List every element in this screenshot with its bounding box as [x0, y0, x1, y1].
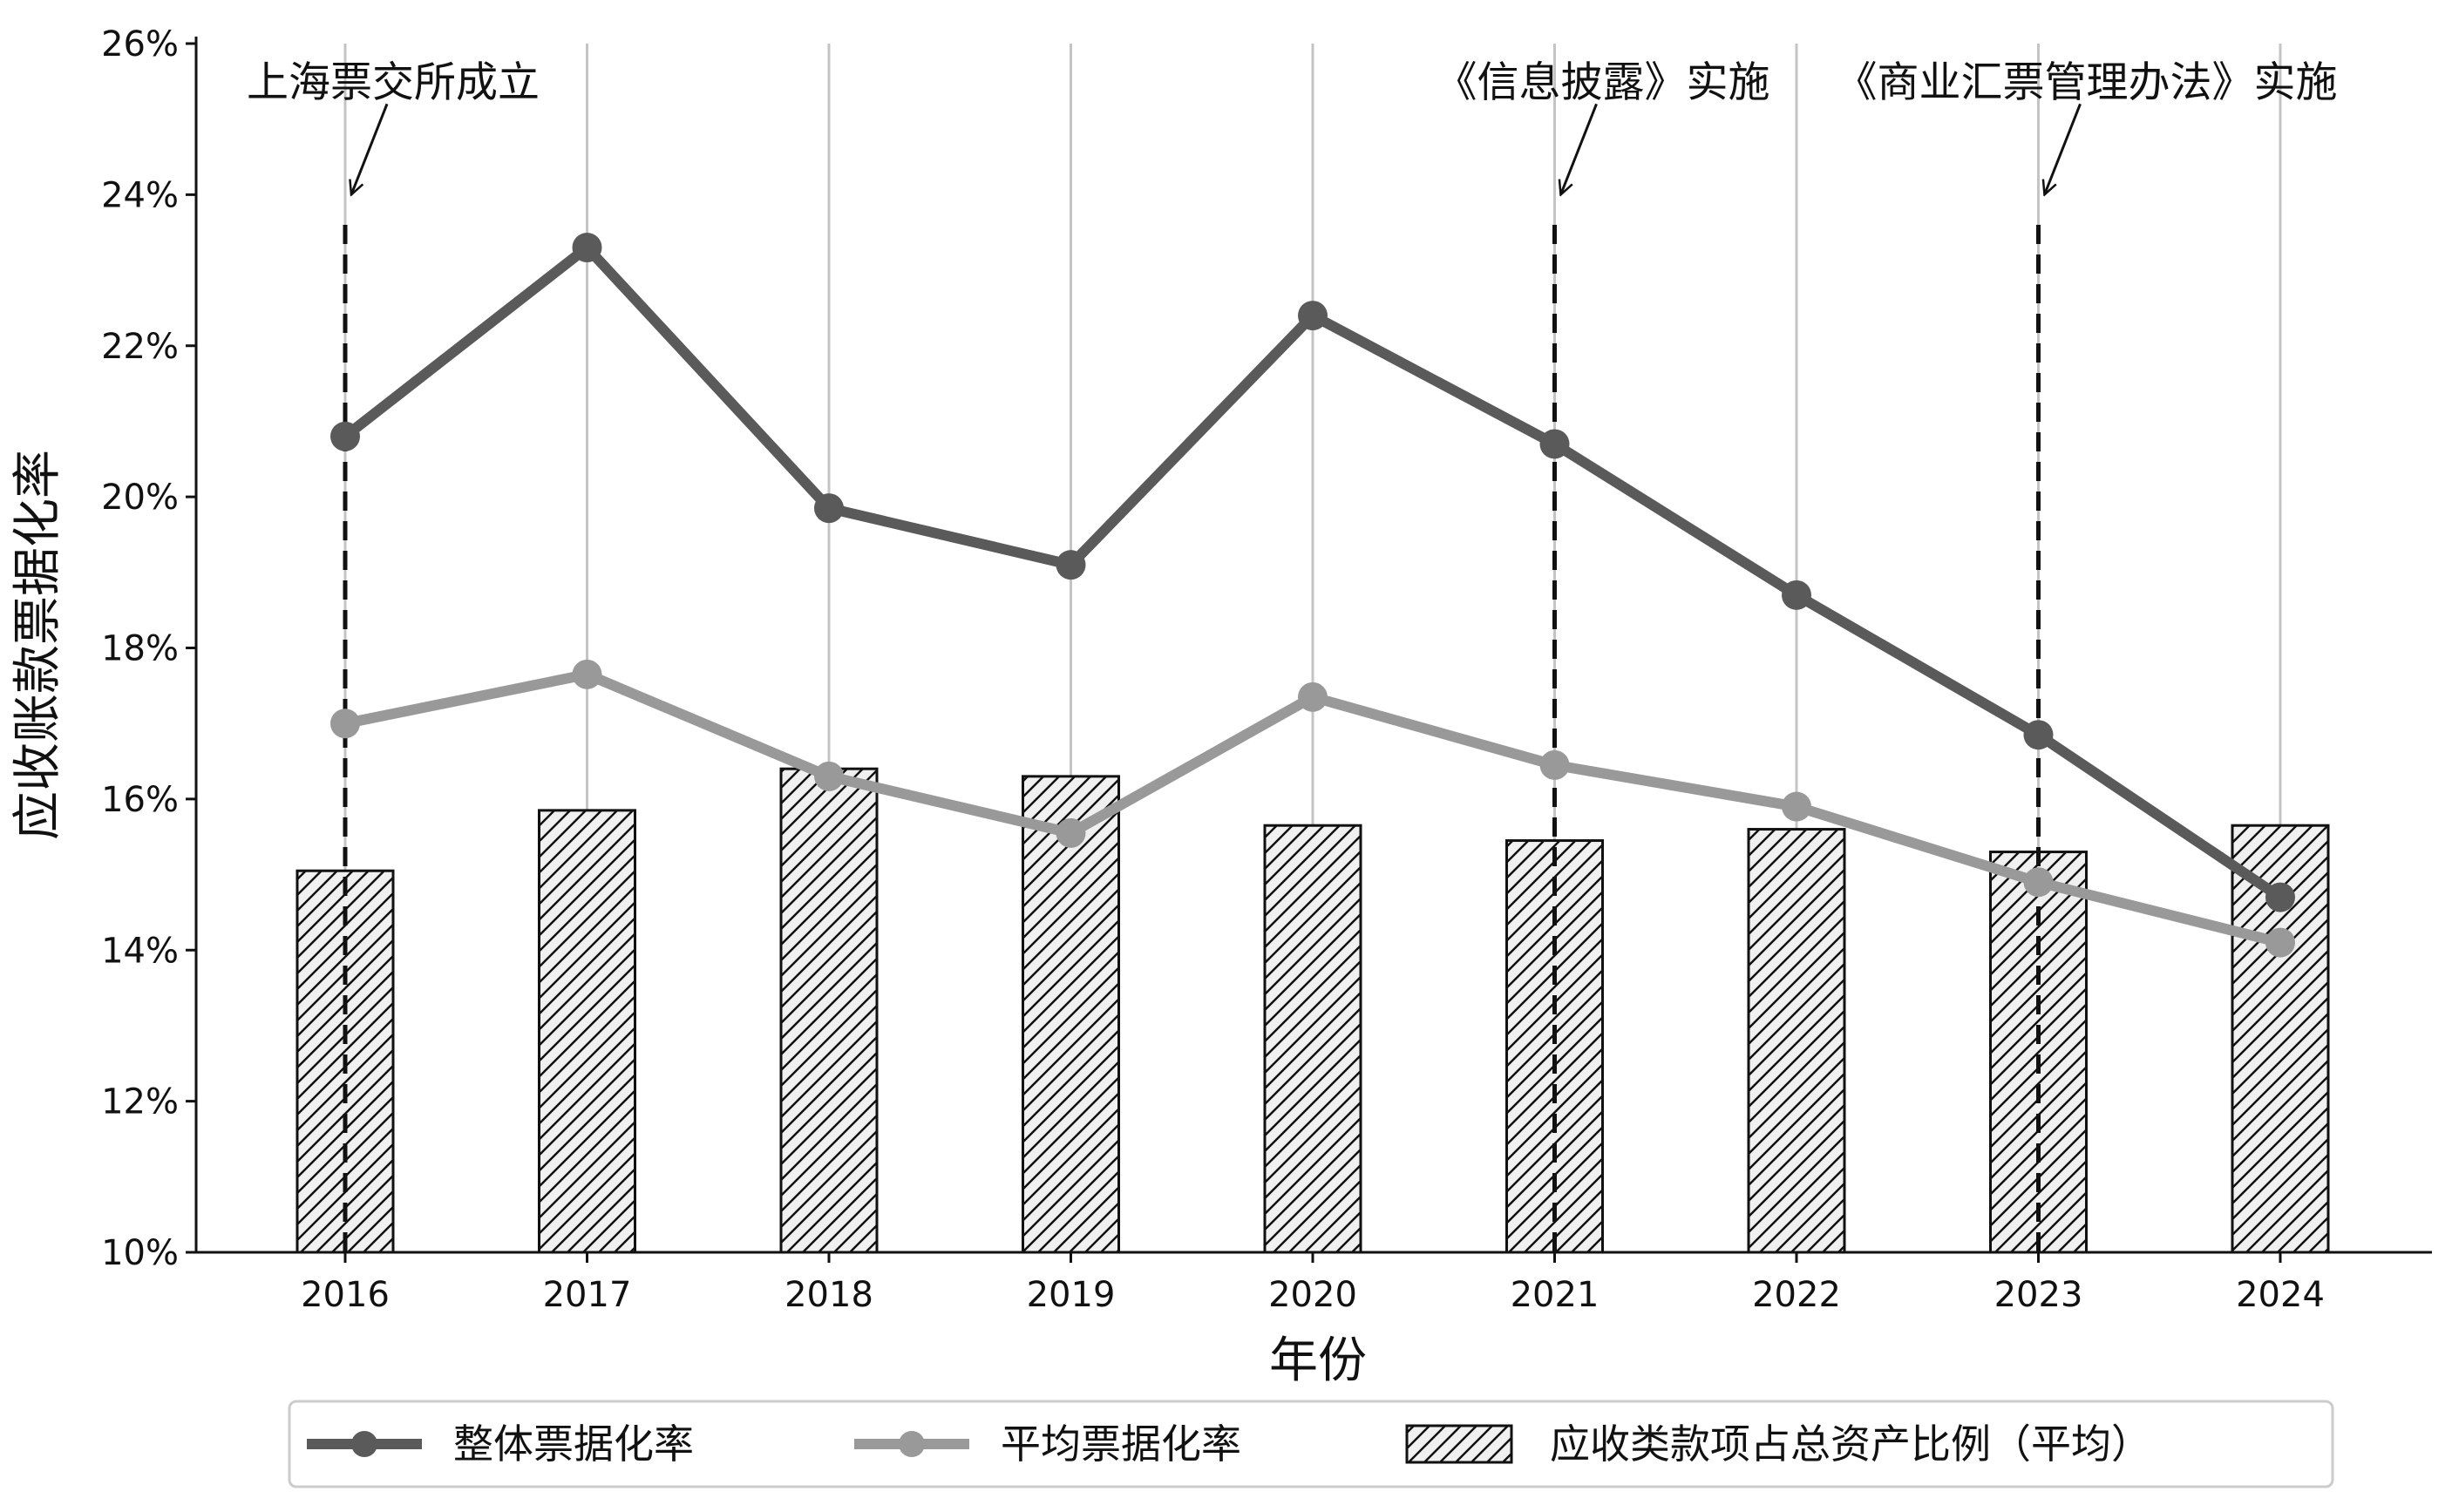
data-point [814, 761, 844, 791]
data-point [1056, 817, 1086, 848]
data-point [2023, 720, 2054, 750]
y-tick-label: 22% [101, 327, 179, 367]
x-tick-label: 2017 [543, 1275, 632, 1315]
data-point [1298, 301, 1328, 331]
bar [1263, 824, 1362, 1254]
axes: 10% 12% 14% 16% 18% 20% 22% 24% 26% 2016 2017 2018 2… [101, 24, 2432, 1315]
legend-marker-overall [351, 1431, 377, 1457]
legend-label-overall: 整体票据化率 [453, 1420, 694, 1468]
data-point [2023, 867, 2054, 898]
x-axis-title: 年份 [1269, 1332, 1367, 1389]
x-tick-label: 2022 [1752, 1275, 1841, 1315]
bar [538, 809, 636, 1254]
data-point [1782, 580, 1811, 610]
data-point [330, 709, 360, 739]
y-tick-label: 24% [101, 175, 179, 215]
series-lines [330, 233, 2295, 958]
data-point [1539, 429, 1570, 459]
annotations: 上海票交所成立 《信息披露》实施 《商业汇票管理办法》实施 [247, 58, 2338, 195]
y-tick-label: 26% [101, 24, 179, 64]
y-tick-label: 18% [101, 629, 179, 669]
y-tick-label: 14% [101, 931, 179, 971]
y-axis-title: 应收账款票据化率 [10, 450, 66, 840]
bar [1747, 828, 1846, 1254]
x-tick-label: 2020 [1268, 1275, 1357, 1315]
annotation-arrow [2045, 103, 2082, 194]
data-point [2265, 882, 2295, 912]
y-tick-label: 16% [101, 780, 179, 820]
legend-swatch-bars [1405, 1424, 1513, 1464]
bars [295, 767, 2330, 1254]
x-tick-label: 2016 [301, 1275, 390, 1315]
data-point [2265, 927, 2295, 958]
annotation-text: 《商业汇票管理办法》实施 [1835, 58, 2337, 107]
y-tick-label: 12% [101, 1082, 179, 1122]
data-point [572, 659, 602, 689]
annotation-arrow [351, 103, 389, 194]
x-tick-label: 2024 [2236, 1275, 2325, 1315]
annotation-text: 《信息披露》实施 [1435, 58, 1769, 107]
legend: 整体票据化率 平均票据化率 应收类款项占总资产比例（平均） [288, 1400, 2334, 1488]
x-tick-label: 2019 [1027, 1275, 1116, 1315]
x-tick-label: 2021 [1511, 1275, 1600, 1315]
annotation-arrow [1561, 103, 1598, 194]
y-tick-label: 20% [101, 478, 179, 518]
data-point [1539, 749, 1570, 780]
legend-label-bars: 应收类款项占总资产比例（平均） [1550, 1420, 2151, 1468]
data-point [572, 233, 602, 263]
data-point [814, 493, 844, 524]
legend-label-average: 平均票据化率 [1001, 1420, 1241, 1468]
y-tick-label: 10% [101, 1233, 179, 1273]
annotation-text: 上海票交所成立 [247, 58, 540, 107]
data-point [330, 421, 360, 451]
x-tick-label: 2023 [1994, 1275, 2083, 1315]
x-tick-label: 2018 [785, 1275, 873, 1315]
data-point [1298, 681, 1328, 712]
bar [779, 767, 879, 1254]
legend-frame [288, 1400, 2334, 1488]
data-point [1782, 791, 1811, 822]
legend-marker-average [899, 1431, 925, 1457]
data-point [1056, 550, 1086, 580]
